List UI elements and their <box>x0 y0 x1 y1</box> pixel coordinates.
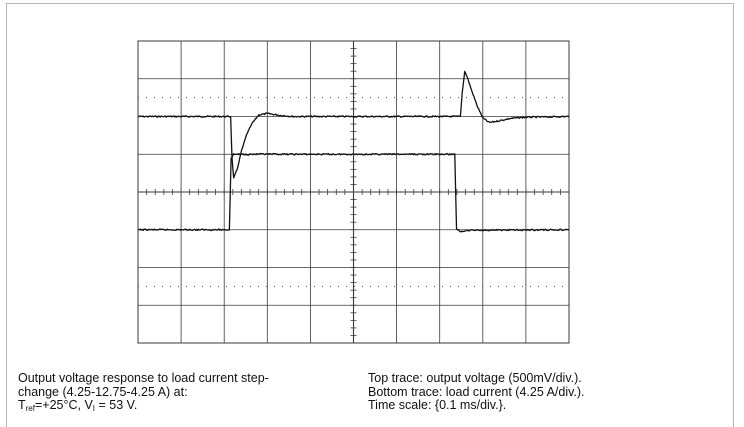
caption-left-line-1: Output voltage response to load current … <box>18 371 269 385</box>
caption-left: Output voltage response to load current … <box>18 371 358 416</box>
caption-left-line-3: Tref=+25°C, VI = 53 V. <box>18 398 358 416</box>
temp-symbol: T <box>18 398 26 412</box>
scope-grid <box>137 40 570 344</box>
figure-frame <box>6 3 734 427</box>
scope-traces <box>137 70 570 233</box>
voltage-value: = 53 V. <box>95 398 138 412</box>
caption-right-line-3: Time scale: {0.1 ms/div.}. <box>368 398 507 412</box>
caption-left-line-2: change (4.25-12.75-4.25 A) at: <box>18 384 188 399</box>
caption-right: Top trace: output voltage (500mV/div.). … <box>368 371 728 413</box>
voltage-subscript: I <box>92 404 96 413</box>
caption-right-line-2: Bottom trace: load current (4.25 A/div.)… <box>368 384 585 399</box>
output-voltage-trace <box>137 70 570 179</box>
temp-value: =+25°C, V <box>34 398 93 412</box>
temp-subscript: ref <box>25 404 35 413</box>
oscilloscope-chart <box>137 40 570 344</box>
caption-right-line-1: Top trace: output voltage (500mV/div.). <box>368 371 582 385</box>
load-current-trace <box>137 152 570 233</box>
